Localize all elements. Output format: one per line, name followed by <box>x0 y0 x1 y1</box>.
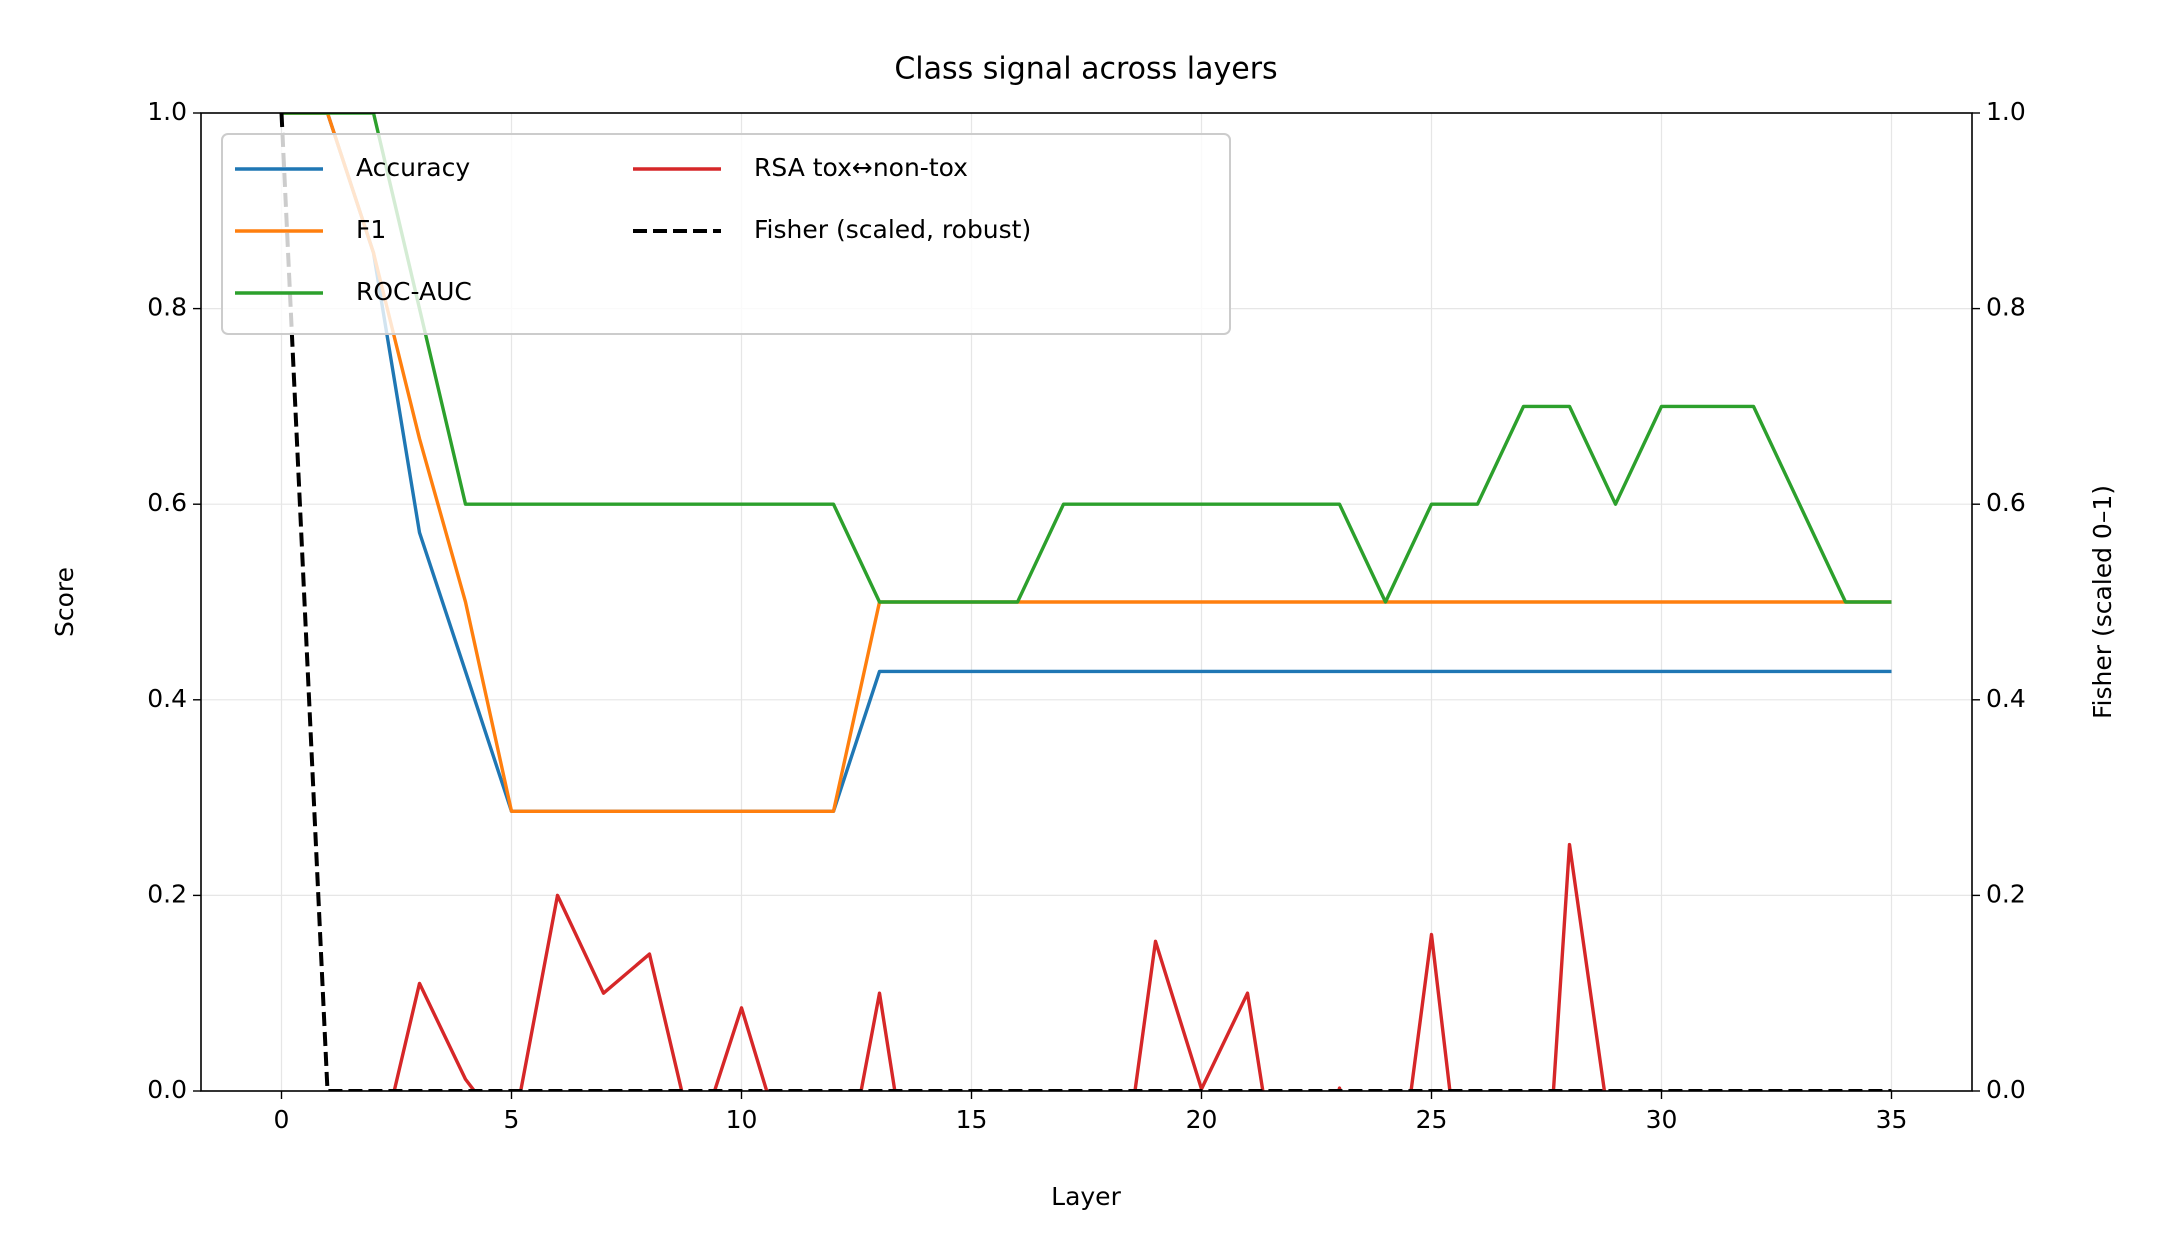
series-line <box>281 113 1892 604</box>
axes-frame <box>200 112 1973 1092</box>
series-line <box>392 842 1607 1091</box>
x-tick-label: 10 <box>726 1105 758 1134</box>
y-tick-label: 0.6 <box>147 488 187 517</box>
y-axis-label: Score <box>50 567 79 637</box>
y2-axis-label: Fisher (scaled 0–1) <box>2088 485 2117 719</box>
legend-label: F1 <box>356 215 386 244</box>
y2-tick-label: 0.0 <box>1986 1075 2026 1104</box>
series-line <box>281 113 1892 813</box>
x-axis-label: Layer <box>1051 1182 1121 1211</box>
x-tick-label: 15 <box>956 1105 988 1134</box>
legend-label: Accuracy <box>356 153 470 182</box>
x-tick-label: 25 <box>1416 1105 1448 1134</box>
legend-label: Fisher (scaled, robust) <box>754 215 1031 244</box>
legend-label: ROC-AUC <box>356 277 472 306</box>
chart-title: Class signal across layers <box>894 52 1277 87</box>
x-tick-label: 30 <box>1646 1105 1678 1134</box>
y2-tick-label: 0.4 <box>1986 684 2026 713</box>
y-tick-label: 0.4 <box>147 684 187 713</box>
y-tick-label: 0.0 <box>147 1075 187 1104</box>
ticks: 0 5 10 15 20 25 30 35 0.0 0.2 0.4 0.6 0.8 1.0 0.0 0.2 0.… <box>147 97 2026 1134</box>
legend-frame <box>221 133 1231 335</box>
x-tick-label: 0 <box>274 1105 290 1134</box>
x-tick-label: 20 <box>1186 1105 1218 1134</box>
plot-area <box>279 113 1892 1091</box>
y2-tick-label: 0.6 <box>1986 488 2026 517</box>
y-tick-label: 1.0 <box>147 97 187 126</box>
y2-tick-label: 0.2 <box>1986 879 2026 908</box>
legend-label: RSA tox↔non-tox <box>754 153 968 182</box>
y-tick-label: 0.2 <box>147 879 187 908</box>
legend: Accuracy F1 ROC-AUC RSA tox↔non-tox Fisher (… <box>221 133 1231 335</box>
y2-tick-label: 0.8 <box>1986 293 2026 322</box>
x-tick-label: 35 <box>1876 1105 1908 1134</box>
y-tick-label: 0.8 <box>147 293 187 322</box>
y2-tick-label: 1.0 <box>1986 97 2026 126</box>
x-tick-label: 5 <box>504 1105 520 1134</box>
